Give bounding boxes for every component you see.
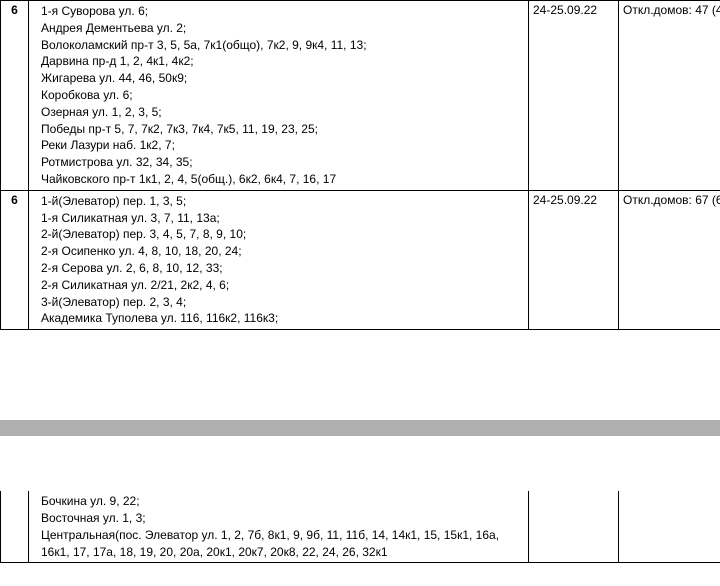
page-gap <box>0 330 720 420</box>
date-cell <box>529 491 619 563</box>
date-cell: 24-25.09.22 <box>529 190 619 329</box>
info-cell <box>619 491 720 563</box>
address-line: 1-я Суворова ул. 6; <box>33 3 524 20</box>
outage-table-continued: Бочкина ул. 9, 22;Восточная ул. 1, 3;Цен… <box>0 491 720 563</box>
address-line: Волоколамский пр-т 3, 5, 5а, 7к1(общо), … <box>33 37 524 54</box>
info-cell: Откл.домов: 67 (67 <box>619 190 720 329</box>
address-line: Победы пр-т 5, 7, 7к2, 7к3, 7к4, 7к5, 11… <box>33 121 524 138</box>
address-line: 2-я Серова ул. 2, 6, 8, 10, 12, 33; <box>33 260 524 277</box>
address-line: Центральная(пос. Элеватор ул. 1, 2, 7б, … <box>33 527 524 561</box>
address-line: Восточная ул. 1, 3; <box>33 510 524 527</box>
address-line: Академика Туполева ул. 116, 116к2, 116к3… <box>33 310 524 327</box>
page-gap-2 <box>0 436 720 491</box>
info-cell: Откл.домов: 47 (47 <box>619 1 720 191</box>
address-line: Дарвина пр-д 1, 2, 4к1, 4к2; <box>33 53 524 70</box>
table-row: 61-й(Элеватор) пер. 1, 3, 5;1-я Силикатн… <box>1 190 720 329</box>
address-line: 2-я Силикатная ул. 2/21, 2к2, 4, 6; <box>33 277 524 294</box>
row-number: 6 <box>1 190 29 329</box>
address-line: 3-й(Элеватор) пер. 2, 3, 4; <box>33 294 524 311</box>
address-line: Чайковского пр-т 1к1, 2, 4, 5(общ.), 6к2… <box>33 171 524 188</box>
address-line: Жигарева ул. 44, 46, 50к9; <box>33 70 524 87</box>
outage-table: 61-я Суворова ул. 6;Андрея Дементьева ул… <box>0 0 720 330</box>
row-number <box>1 491 29 563</box>
row-number: 6 <box>1 1 29 191</box>
address-cell: 1-я Суворова ул. 6;Андрея Дементьева ул.… <box>29 1 529 191</box>
address-line: Коробкова ул. 6; <box>33 87 524 104</box>
address-cell: 1-й(Элеватор) пер. 1, 3, 5;1-я Силикатна… <box>29 190 529 329</box>
address-line: 1-я Силикатная ул. 3, 7, 11, 13а; <box>33 210 524 227</box>
table-row: 61-я Суворова ул. 6;Андрея Дементьева ул… <box>1 1 720 191</box>
address-line: Ротмистрова ул. 32, 34, 35; <box>33 154 524 171</box>
address-line: Реки Лазури наб. 1к2, 7; <box>33 137 524 154</box>
address-line: 2-й(Элеватор) пер. 3, 4, 5, 7, 8, 9, 10; <box>33 226 524 243</box>
address-line: 1-й(Элеватор) пер. 1, 3, 5; <box>33 193 524 210</box>
date-cell: 24-25.09.22 <box>529 1 619 191</box>
table-row: Бочкина ул. 9, 22;Восточная ул. 1, 3;Цен… <box>1 491 720 563</box>
address-line: Андрея Дементьева ул. 2; <box>33 20 524 37</box>
address-line: 2-я Осипенко ул. 4, 8, 10, 18, 20, 24; <box>33 243 524 260</box>
page-separator <box>0 420 720 436</box>
address-line: Бочкина ул. 9, 22; <box>33 493 524 510</box>
address-cell: Бочкина ул. 9, 22;Восточная ул. 1, 3;Цен… <box>29 491 529 563</box>
address-line: Озерная ул. 1, 2, 3, 5; <box>33 104 524 121</box>
